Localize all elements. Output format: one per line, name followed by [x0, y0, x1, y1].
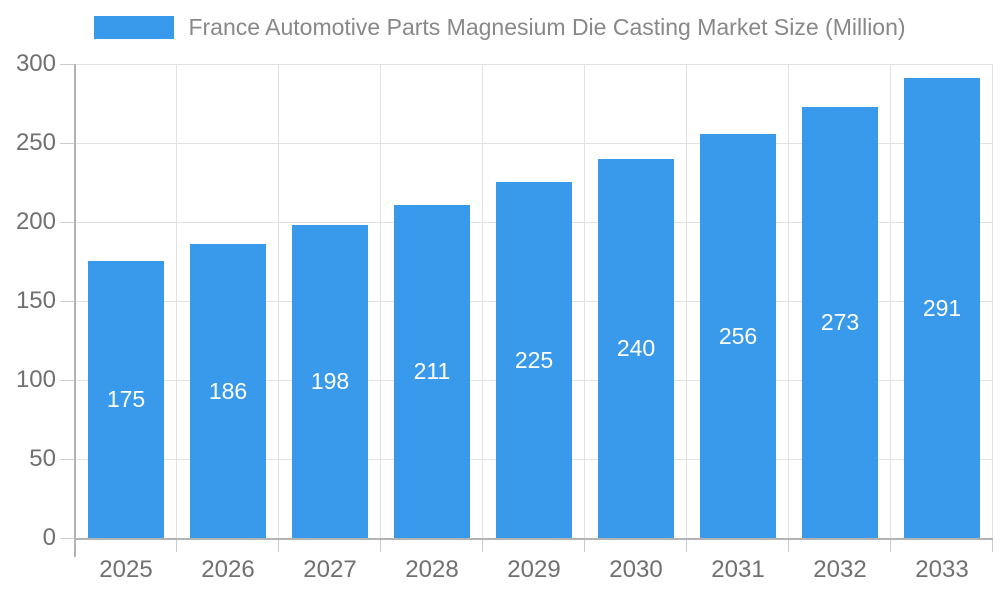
legend-series-label: France Automotive Parts Magnesium Die Ca…	[188, 14, 906, 40]
x-axis-tick-label: 2027	[303, 556, 357, 583]
bar-value-label: 273	[820, 309, 860, 335]
vertical-gridline	[890, 64, 891, 538]
bar-value-label: 211	[413, 358, 451, 384]
x-axis-tick-label: 2029	[507, 556, 561, 583]
vertical-gridline	[278, 64, 279, 538]
legend-item[interactable]: France Automotive Parts Magnesium Die Ca…	[94, 14, 906, 41]
bar-value-label: 175	[106, 386, 146, 412]
bar-2031[interactable]: 256	[700, 134, 776, 538]
bar-2026[interactable]: 186	[190, 244, 266, 538]
horizontal-gridline	[76, 143, 993, 144]
y-axis-tick-label: 200	[15, 208, 56, 235]
y-axis-tick-label: 0	[42, 524, 56, 551]
legend-swatch-icon	[94, 16, 175, 39]
bar-2028[interactable]: 211	[394, 205, 470, 538]
y-axis-tick	[60, 64, 74, 65]
x-axis-tick	[788, 540, 789, 552]
vertical-gridline	[788, 64, 789, 538]
x-axis-tick	[890, 540, 891, 552]
x-axis-tick-label: 2031	[711, 556, 765, 583]
y-axis-line	[74, 64, 76, 557]
x-axis-tick	[482, 540, 483, 552]
bar-2032[interactable]: 273	[802, 107, 878, 538]
y-axis-tick	[60, 459, 74, 460]
bar-2027[interactable]: 198	[292, 225, 368, 538]
y-axis-tick-label: 150	[15, 287, 56, 314]
bar-value-label: 186	[208, 377, 248, 404]
vertical-gridline	[992, 64, 993, 538]
x-axis-tick	[992, 540, 993, 552]
horizontal-gridline	[76, 64, 993, 65]
bar-value-label: 198	[310, 368, 350, 394]
bar-2029[interactable]: 225	[496, 182, 572, 538]
x-axis-tick-label: 2030	[609, 556, 663, 583]
bar-value-label: 240	[616, 335, 656, 361]
x-axis-tick	[278, 540, 279, 552]
bar-2030[interactable]: 240	[598, 159, 674, 538]
x-axis-tick	[176, 540, 177, 552]
y-axis-tick-label: 250	[15, 129, 56, 156]
x-axis-tick-label: 2025	[99, 556, 153, 583]
y-axis-tick-label: 300	[15, 50, 56, 77]
x-axis-baseline	[74, 538, 993, 540]
vertical-gridline	[380, 64, 381, 538]
x-axis-tick-label: 2033	[915, 556, 969, 583]
vertical-gridline	[686, 64, 687, 538]
bar-value-label: 225	[514, 346, 554, 373]
x-axis-tick	[686, 540, 687, 552]
chart-legend: France Automotive Parts Magnesium Die Ca…	[0, 14, 1000, 41]
bar-2025[interactable]: 175	[88, 261, 164, 538]
y-axis-tick-label: 100	[15, 366, 56, 393]
y-axis-tick	[60, 222, 74, 223]
x-axis-tick	[380, 540, 381, 552]
x-axis-tick	[584, 540, 585, 552]
x-axis-tick-label: 2026	[201, 556, 255, 583]
y-axis-tick	[60, 538, 74, 539]
x-axis-tick-label: 2032	[813, 556, 867, 583]
x-axis-tick-label: 2028	[405, 556, 459, 583]
bar-2033[interactable]: 291	[904, 78, 980, 538]
vertical-gridline	[482, 64, 483, 538]
y-axis-tick	[60, 143, 74, 144]
y-axis-tick-label: 50	[29, 445, 56, 472]
y-axis-tick	[60, 380, 74, 381]
vertical-gridline	[176, 64, 177, 538]
bar-value-label: 256	[718, 322, 758, 349]
vertical-gridline	[584, 64, 585, 538]
bar-value-label: 291	[922, 294, 962, 321]
y-axis-tick	[60, 301, 74, 302]
